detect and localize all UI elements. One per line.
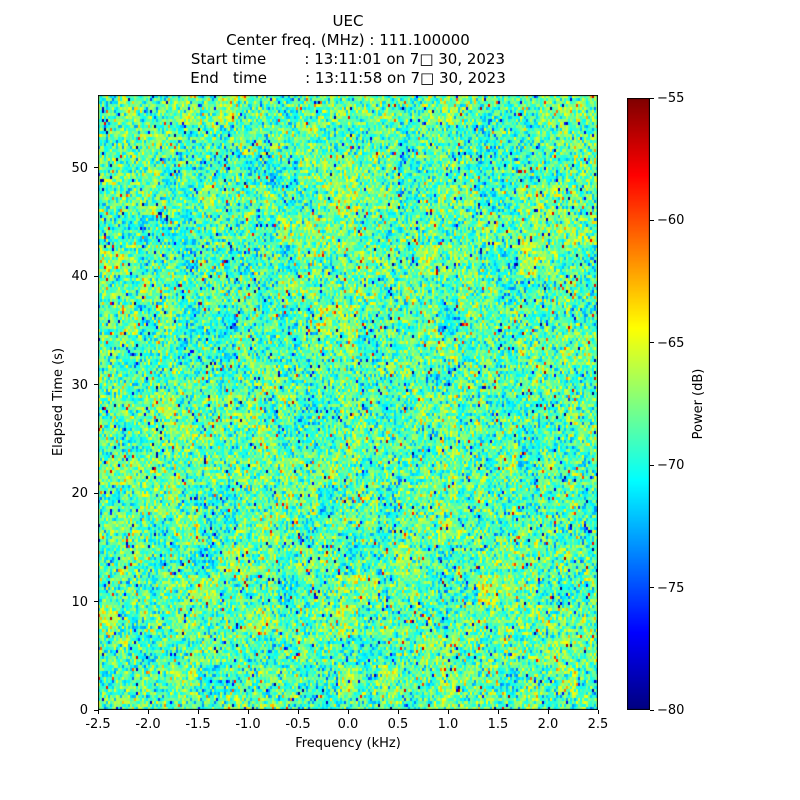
x-axis-label: Frequency (kHz) xyxy=(295,736,401,751)
x-tick-label: 2.5 xyxy=(587,717,609,732)
colorbar-tick-mark xyxy=(650,342,654,344)
y-tick-mark xyxy=(94,601,98,603)
end-time-line: End time : 13:11:58 on 7□ 30, 2023 xyxy=(190,69,506,87)
colorbar-tick-label: −80 xyxy=(657,703,685,718)
colorbar xyxy=(627,98,650,710)
x-tick-mark xyxy=(597,710,599,714)
x-tick-mark xyxy=(97,710,99,714)
x-tick-mark xyxy=(447,710,449,714)
x-tick-mark xyxy=(397,710,399,714)
colorbar-tick-mark xyxy=(650,464,654,466)
x-tick-label: 0.0 xyxy=(337,717,359,732)
spectrogram-heatmap xyxy=(98,95,598,710)
x-tick-mark xyxy=(197,710,199,714)
y-tick-label: 0 xyxy=(79,703,88,718)
x-tick-mark xyxy=(347,710,349,714)
x-tick-mark xyxy=(297,710,299,714)
x-tick-mark xyxy=(147,710,149,714)
colorbar-tick-label: −60 xyxy=(657,213,685,229)
colorbar-tick-mark xyxy=(650,219,654,221)
center-freq-line: Center freq. (MHz) : 111.100000 xyxy=(226,31,470,49)
x-tick-label: -1.0 xyxy=(235,717,261,732)
y-tick-label: 50 xyxy=(71,160,88,176)
x-tick-mark xyxy=(547,710,549,714)
x-tick-label: 1.5 xyxy=(487,717,509,732)
colorbar-tick-label: −70 xyxy=(657,458,685,474)
x-tick-label: -0.5 xyxy=(285,717,311,732)
x-tick-label: -1.5 xyxy=(185,717,211,732)
colorbar-label: Power (dB) xyxy=(691,368,706,440)
start-time-line: Start time : 13:11:01 on 7□ 30, 2023 xyxy=(190,50,506,68)
colorbar-tick-label: −75 xyxy=(657,580,685,596)
y-tick-mark xyxy=(94,275,98,277)
y-tick-mark xyxy=(94,167,98,169)
chart-title-block: UEC Center freq. (MHz) : 111.100000 Star… xyxy=(98,12,598,88)
y-tick-label: 30 xyxy=(71,377,88,393)
colorbar-tick-mark xyxy=(650,587,654,589)
y-tick-mark xyxy=(94,709,98,711)
y-tick-label: 10 xyxy=(71,594,88,610)
x-tick-mark xyxy=(247,710,249,714)
colorbar-tick-label: −65 xyxy=(657,335,685,351)
y-tick-label: 40 xyxy=(71,269,88,285)
colorbar-tick-label: −55 xyxy=(657,91,685,106)
y-tick-mark xyxy=(94,492,98,494)
y-axis-label: Elapsed Time (s) xyxy=(51,347,66,457)
colorbar-tick-mark xyxy=(650,97,654,99)
x-tick-label: -2.0 xyxy=(135,717,161,732)
y-tick-label: 20 xyxy=(71,486,88,502)
x-tick-label: 0.5 xyxy=(387,717,409,732)
x-tick-label: 1.0 xyxy=(437,717,459,732)
colorbar-tick-mark xyxy=(650,709,654,711)
x-tick-label: 2.0 xyxy=(537,717,559,732)
x-tick-mark xyxy=(497,710,499,714)
x-tick-label: -2.5 xyxy=(85,717,111,732)
y-tick-mark xyxy=(94,384,98,386)
chart-title: UEC xyxy=(332,12,364,30)
